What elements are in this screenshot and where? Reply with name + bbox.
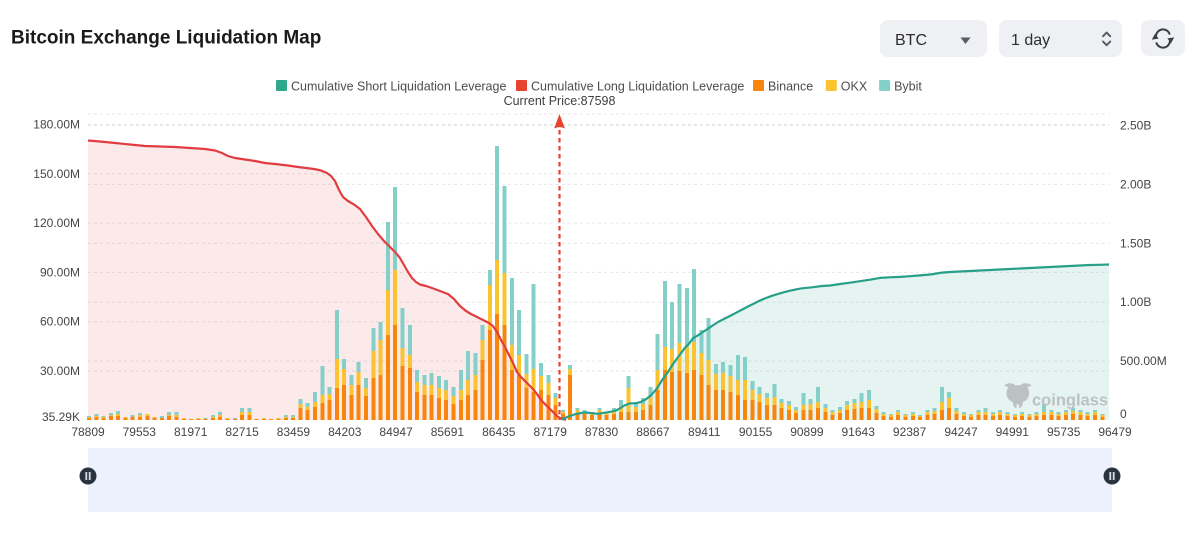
svg-text:OKX: OKX bbox=[841, 80, 868, 94]
svg-text:84947: 84947 bbox=[379, 425, 413, 439]
svg-text:90.00M: 90.00M bbox=[40, 265, 80, 279]
svg-text:78809: 78809 bbox=[71, 425, 105, 439]
svg-text:1 day: 1 day bbox=[1011, 32, 1050, 49]
svg-text:Cumulative Long Liquidation Le: Cumulative Long Liquidation Leverage bbox=[531, 80, 744, 94]
svg-text:Bitcoin Exchange Liquidation M: Bitcoin Exchange Liquidation Map bbox=[11, 28, 321, 49]
svg-text:2.00B: 2.00B bbox=[1120, 177, 1151, 191]
svg-text:Binance: Binance bbox=[768, 80, 813, 94]
svg-text:120.00M: 120.00M bbox=[33, 216, 80, 230]
svg-text:95735: 95735 bbox=[1047, 425, 1081, 439]
svg-text:BTC: BTC bbox=[895, 32, 927, 49]
svg-text:92387: 92387 bbox=[893, 425, 927, 439]
svg-text:500.00M: 500.00M bbox=[1120, 354, 1167, 368]
svg-text:82715: 82715 bbox=[225, 425, 259, 439]
svg-text:79553: 79553 bbox=[123, 425, 157, 439]
svg-text:81971: 81971 bbox=[174, 425, 208, 439]
svg-text:86435: 86435 bbox=[482, 425, 516, 439]
svg-text:83459: 83459 bbox=[277, 425, 311, 439]
svg-text:1.00B: 1.00B bbox=[1120, 295, 1151, 309]
svg-text:2.50B: 2.50B bbox=[1120, 119, 1151, 133]
svg-text:85691: 85691 bbox=[431, 425, 465, 439]
svg-text:88667: 88667 bbox=[636, 425, 670, 439]
svg-text:Current Price:87598: Current Price:87598 bbox=[504, 94, 616, 108]
svg-text:96479: 96479 bbox=[1098, 425, 1132, 439]
svg-text:89411: 89411 bbox=[688, 425, 721, 439]
svg-text:91643: 91643 bbox=[842, 425, 876, 439]
svg-text:Cumulative Short Liquidation L: Cumulative Short Liquidation Leverage bbox=[291, 80, 506, 94]
svg-text:84203: 84203 bbox=[328, 425, 362, 439]
svg-text:87830: 87830 bbox=[585, 425, 619, 439]
svg-text:90899: 90899 bbox=[790, 425, 824, 439]
svg-text:90155: 90155 bbox=[739, 425, 773, 439]
svg-text:Bybit: Bybit bbox=[894, 80, 922, 94]
svg-text:60.00M: 60.00M bbox=[40, 315, 80, 329]
svg-text:87179: 87179 bbox=[534, 425, 568, 439]
svg-text:180.00M: 180.00M bbox=[33, 118, 80, 132]
svg-text:150.00M: 150.00M bbox=[33, 167, 80, 181]
svg-text:35.29K: 35.29K bbox=[42, 410, 80, 424]
svg-text:coinglass: coinglass bbox=[1032, 392, 1108, 410]
svg-text:94247: 94247 bbox=[944, 425, 978, 439]
svg-text:1.50B: 1.50B bbox=[1120, 236, 1151, 250]
svg-text:0: 0 bbox=[1120, 407, 1127, 421]
svg-text:30.00M: 30.00M bbox=[40, 364, 80, 378]
svg-text:94991: 94991 bbox=[996, 425, 1030, 439]
